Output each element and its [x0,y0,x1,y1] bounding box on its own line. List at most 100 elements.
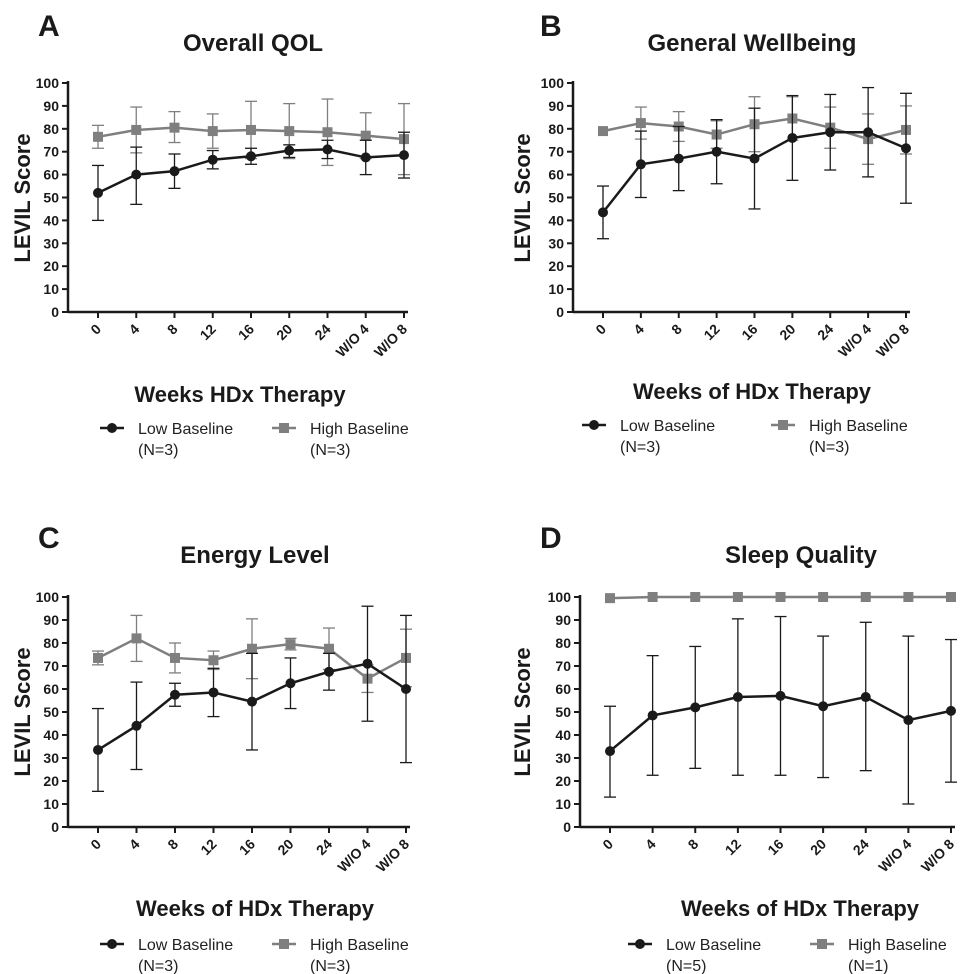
data-point [93,652,103,663]
data-point [169,122,180,133]
y-tick-label: 30 [43,235,59,251]
data-point [208,655,219,666]
x-tick-label: W/O 4 [333,321,373,361]
legend-label: High Baseline [809,418,908,435]
y-tick-label: 20 [555,773,571,789]
y-tick-label: 80 [548,121,564,137]
panel-letter: B [540,10,562,43]
data-point [787,132,798,143]
x-tick-label: W/O 8 [918,836,958,876]
series-high-baseline [605,592,956,604]
x-tick-label: 4 [126,321,143,338]
y-tick-label: 50 [43,704,59,720]
x-tick-label: 20 [274,836,296,858]
data-point [711,146,722,157]
legend-label: Low Baseline [138,937,233,954]
data-point [946,705,956,716]
y-tick-label: 40 [548,212,564,228]
data-point [169,166,180,177]
legend-note: (N=3) [620,439,660,456]
legend: Low Baseline (N=5) High Baseline (N=1) [628,937,947,974]
legend-note: (N=1) [848,958,888,974]
legend-marker [279,423,289,433]
data-point [93,187,103,198]
x-axis-title: Weeks of HDx Therapy [681,896,920,921]
x-tick-label: 4 [642,836,659,853]
data-point [605,593,615,604]
x-tick-label: 20 [807,836,829,858]
y-tick-label: 20 [43,258,59,274]
legend-marker [107,423,117,433]
legend-label: High Baseline [848,937,947,954]
x-tick-label: W/O 8 [373,836,413,876]
chart-panel-c: C Energy Level 0 10 20 30 40 50 60 70 80 90 100 0 4 8 12… [10,522,412,974]
y-tick-label: 100 [36,589,60,605]
legend: Low Baseline (N=3) High Baseline (N=3) [582,418,908,456]
data-point [860,592,871,602]
chart-panel-a: A Overall QOL 0 10 20 30 40 50 60 70 80 90 100 0 4 8 12 1… [10,10,410,459]
series-low-baseline [604,615,957,805]
chart-title: Overall QOL [183,30,323,57]
legend-marker [279,939,289,949]
legend-label: Low Baseline [138,421,233,438]
y-tick-label: 10 [43,796,59,812]
x-tick-label: 0 [87,321,104,338]
x-tick-label: 12 [722,836,744,858]
data-point [362,658,373,669]
y-axis-title: LEVIL Score [10,647,35,776]
data-point [131,633,142,644]
y-tick-label: 70 [43,144,59,160]
series-low-baseline [92,605,412,792]
y-tick-label: 30 [555,750,571,766]
y-tick-label: 90 [555,612,571,628]
data-point [775,690,786,701]
data-point [284,126,295,137]
data-point [690,702,701,713]
data-point [93,131,103,142]
y-tick-label: 10 [43,281,59,297]
legend-marker [589,420,599,430]
x-tick-label: W/O 4 [875,836,915,876]
x-tick-label: 12 [197,321,219,343]
x-tick-label: 8 [164,321,181,338]
x-tick-label: 24 [311,321,333,343]
panel-letter: C [38,522,60,555]
panel-letter: D [540,522,562,555]
series-low-baseline [92,131,410,222]
y-tick-label: 90 [43,612,59,628]
y-tick-label: 100 [548,589,572,605]
data-point [690,592,701,602]
y-axis-title: LEVIL Score [510,647,535,776]
data-point [207,154,218,165]
x-tick-label: 16 [235,321,257,343]
y-tick-label: 30 [43,750,59,766]
data-point [647,710,658,721]
x-tick-label: 16 [236,836,258,858]
legend: Low Baseline (N=3) High Baseline (N=3) [100,421,409,459]
y-tick-label: 70 [548,144,564,160]
y-tick-label: 0 [51,304,59,320]
y-tick-label: 10 [548,281,564,297]
x-tick-label: 16 [764,836,786,858]
data-point [170,652,180,663]
y-tick-label: 60 [548,167,564,183]
data-point [673,153,684,164]
legend-note: (N=3) [138,958,178,974]
data-point [322,127,333,138]
x-axis-title: Weeks of HDx Therapy [633,379,872,404]
legend-marker [635,939,645,949]
data-point [131,124,142,135]
data-point [131,720,142,731]
data-point [246,151,256,162]
chart-panel-d: D Sleep Quality 0 10 20 30 40 50 60 70 80 90 100 0 4 8 1… [510,522,957,974]
data-point [860,692,871,703]
x-tick-label: W/O 8 [873,321,913,361]
y-tick-label: 80 [555,635,571,651]
x-tick-label: 0 [599,836,616,853]
y-tick-label: 90 [548,98,564,114]
data-point [360,130,371,141]
x-tick-label: 20 [273,321,295,343]
data-point [246,124,256,135]
y-tick-label: 70 [43,658,59,674]
y-tick-label: 30 [548,235,564,251]
